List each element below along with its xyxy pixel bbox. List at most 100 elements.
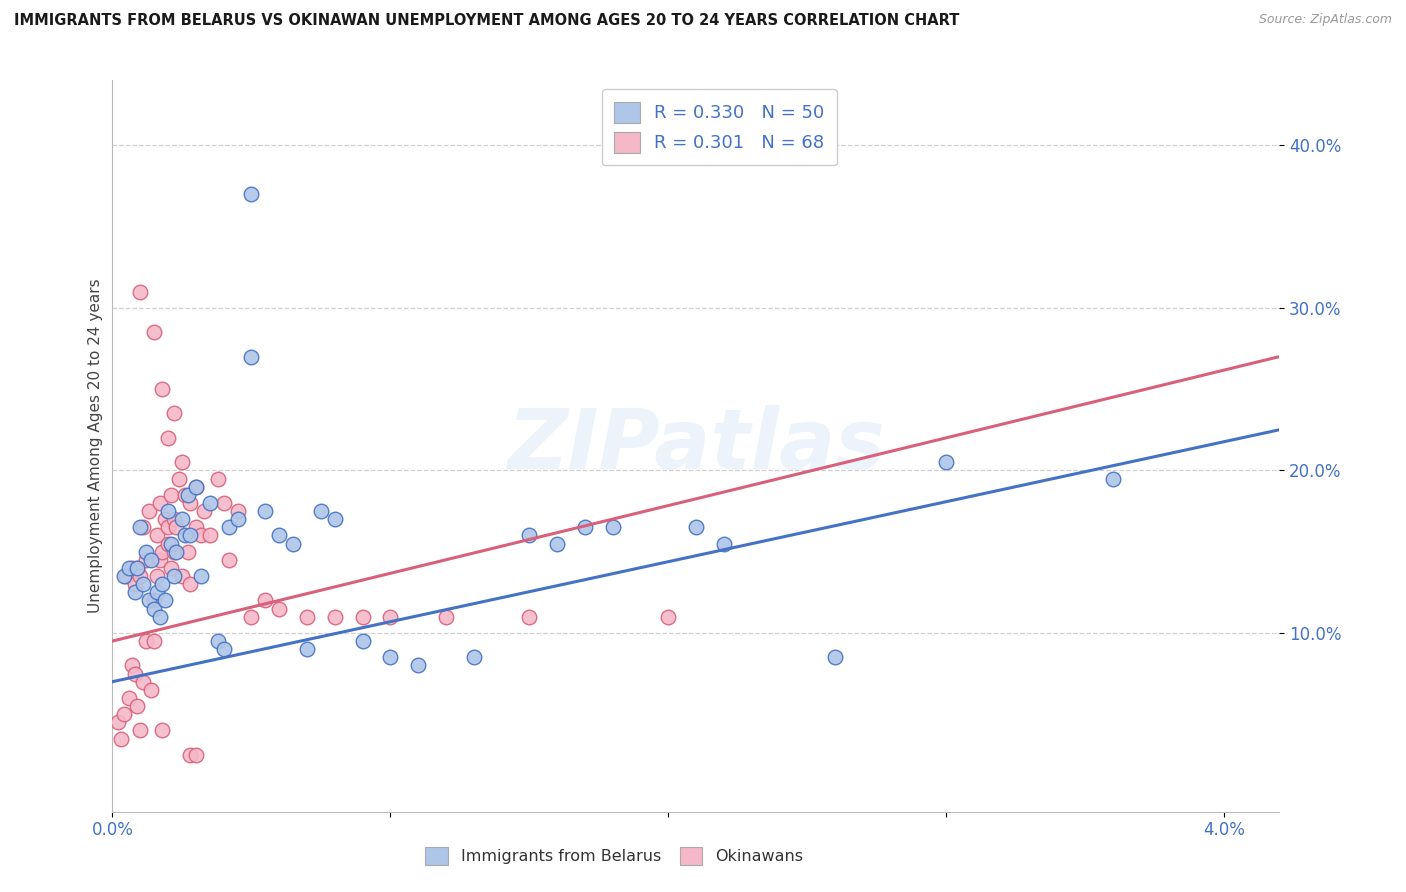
Point: [269, 601, 291, 615]
Point: [170, 455, 193, 469]
Point: [190, 528, 212, 542]
Point: [212, 642, 235, 657]
Point: [323, 512, 346, 526]
Point: [152, 577, 174, 591]
Point: [143, 634, 166, 648]
Point: [254, 593, 277, 607]
Point: [176, 488, 198, 502]
Point: [155, 512, 177, 526]
Point: [157, 536, 180, 550]
Point: [240, 609, 263, 624]
Point: [152, 723, 174, 738]
Point: [179, 747, 201, 762]
Point: [295, 642, 318, 657]
Point: [212, 496, 235, 510]
Point: [179, 496, 201, 510]
Point: [143, 601, 166, 615]
Text: ZIPatlas: ZIPatlas: [508, 406, 884, 486]
Point: [240, 187, 263, 202]
Point: [159, 488, 183, 502]
Point: [112, 707, 135, 722]
Point: [170, 512, 193, 526]
Point: [173, 488, 195, 502]
Point: [127, 561, 149, 575]
Y-axis label: Unemployment Among Ages 20 to 24 years: Unemployment Among Ages 20 to 24 years: [89, 278, 103, 614]
Point: [935, 455, 957, 469]
Point: [124, 666, 146, 681]
Point: [124, 577, 146, 591]
Point: [118, 690, 141, 705]
Point: [135, 553, 157, 567]
Point: [165, 544, 187, 558]
Point: [157, 431, 180, 445]
Point: [152, 544, 174, 558]
Point: [162, 569, 184, 583]
Text: IMMIGRANTS FROM BELARUS VS OKINAWAN UNEMPLOYMENT AMONG AGES 20 TO 24 YEARS CORRE: IMMIGRANTS FROM BELARUS VS OKINAWAN UNEM…: [14, 13, 959, 29]
Point: [141, 682, 163, 697]
Point: [132, 577, 155, 591]
Point: [146, 569, 169, 583]
Point: [184, 520, 207, 534]
Point: [143, 325, 166, 339]
Point: [159, 561, 183, 575]
Point: [574, 520, 596, 534]
Point: [193, 504, 215, 518]
Point: [657, 609, 679, 624]
Point: [135, 544, 157, 558]
Point: [380, 650, 402, 665]
Point: [162, 407, 184, 421]
Point: [149, 609, 172, 624]
Point: [159, 536, 183, 550]
Point: [138, 593, 160, 607]
Point: [110, 731, 132, 746]
Point: [218, 520, 240, 534]
Point: [146, 528, 169, 542]
Point: [124, 585, 146, 599]
Point: [129, 285, 152, 299]
Point: [309, 504, 332, 518]
Point: [226, 504, 249, 518]
Point: [127, 699, 149, 714]
Point: [146, 585, 169, 599]
Point: [323, 609, 346, 624]
Point: [118, 561, 141, 575]
Point: [824, 650, 846, 665]
Point: [112, 569, 135, 583]
Point: [107, 715, 129, 730]
Point: [517, 609, 540, 624]
Point: [281, 536, 304, 550]
Point: [295, 609, 318, 624]
Point: [176, 544, 198, 558]
Point: [184, 480, 207, 494]
Point: [173, 528, 195, 542]
Point: [138, 504, 160, 518]
Point: [132, 674, 155, 689]
Text: Source: ZipAtlas.com: Source: ZipAtlas.com: [1258, 13, 1392, 27]
Point: [162, 512, 184, 526]
Point: [157, 504, 180, 518]
Point: [127, 561, 149, 575]
Point: [207, 634, 229, 648]
Point: [157, 520, 180, 534]
Point: [184, 480, 207, 494]
Point: [121, 658, 143, 673]
Point: [179, 528, 201, 542]
Point: [240, 350, 263, 364]
Point: [152, 382, 174, 396]
Point: [198, 528, 221, 542]
Point: [155, 593, 177, 607]
Point: [129, 520, 152, 534]
Point: [352, 609, 374, 624]
Point: [143, 593, 166, 607]
Point: [115, 569, 138, 583]
Point: [129, 569, 152, 583]
Point: [179, 577, 201, 591]
Point: [149, 553, 172, 567]
Point: [121, 561, 143, 575]
Point: [198, 496, 221, 510]
Point: [167, 471, 190, 485]
Point: [170, 569, 193, 583]
Point: [463, 650, 485, 665]
Point: [380, 609, 402, 624]
Point: [602, 520, 624, 534]
